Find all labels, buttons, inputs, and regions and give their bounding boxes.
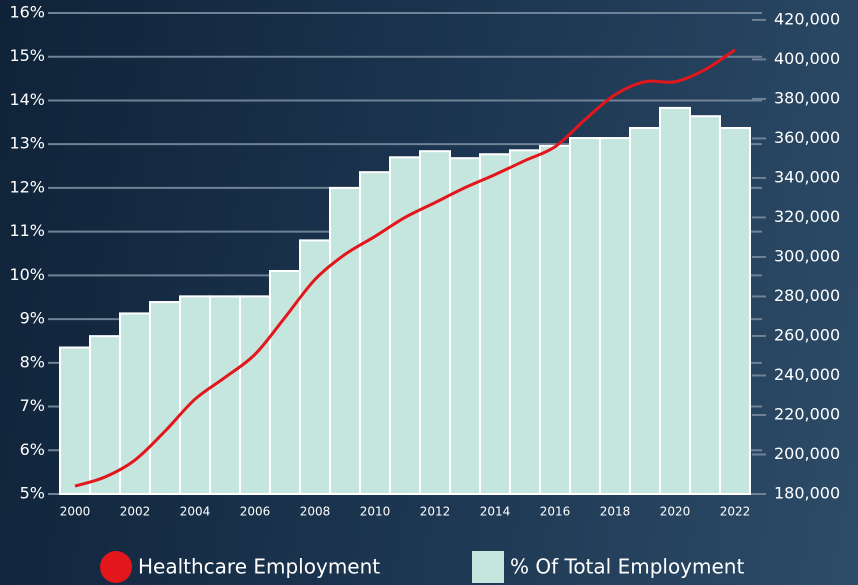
y-tick-label: 14% [9,90,45,109]
x-tick-label: 2002 [120,505,151,519]
bar [239,295,271,495]
bar [689,115,721,496]
y2-tick-label: 300,000 [774,246,840,265]
y-tick-label: 16% [9,3,45,22]
bar [119,312,151,496]
bar [329,186,361,495]
bar [269,269,301,495]
y-tick-label: 12% [9,177,45,196]
y-tick-label: 10% [9,265,45,284]
bar [479,153,511,495]
bar [389,156,421,496]
legend-swatch [100,551,132,583]
bar [179,295,211,495]
x-tick-label: 2020 [660,505,691,519]
x-tick-label: 2012 [420,505,451,519]
bar [59,346,91,495]
bar [569,137,601,495]
y-tick-label: 8% [20,352,45,371]
y2-tick-label: 420,000 [774,9,840,28]
y-tick-label: 11% [9,221,45,240]
x-tick-label: 2004 [180,505,211,519]
bar [89,335,121,495]
y2-tick-label: 260,000 [774,325,840,344]
bar [599,137,631,495]
y2-tick-label: 340,000 [774,167,840,186]
x-tick-label: 2008 [300,505,331,519]
x-tick-label: 2014 [480,505,511,519]
bar [509,149,541,495]
y-tick-label: 6% [20,440,45,459]
bar [359,171,391,495]
x-tick-label: 2022 [720,505,751,519]
x-tick-label: 2000 [60,505,91,519]
y-tick-label: 5% [20,484,45,503]
y-tick-label: 7% [20,396,45,415]
legend-label: % Of Total Employment [510,555,744,579]
y2-tick-label: 180,000 [774,484,840,503]
y2-tick-label: 220,000 [774,404,840,423]
bar [149,301,181,495]
x-tick-label: 2006 [240,505,271,519]
y2-tick-label: 320,000 [774,207,840,226]
y-tick-label: 15% [9,46,45,65]
legend-swatch [472,551,504,583]
y2-tick-label: 280,000 [774,286,840,305]
bar [299,239,331,495]
bar [539,144,571,495]
bar [659,106,691,495]
y-tick-label: 9% [20,309,45,328]
x-tick-label: 2018 [600,505,631,519]
y-tick-label: 13% [9,134,45,153]
bar [629,127,661,496]
bar [449,157,481,495]
bar [209,295,241,495]
y2-tick-label: 240,000 [774,365,840,384]
bar [719,127,751,496]
legend-label: Healthcare Employment [138,555,380,579]
x-tick-label: 2010 [360,505,391,519]
x-tick-label: 2016 [540,505,571,519]
y2-tick-label: 200,000 [774,444,840,463]
y2-tick-label: 400,000 [774,49,840,68]
y2-tick-label: 380,000 [774,88,840,107]
y2-tick-label: 360,000 [774,128,840,147]
line [74,48,736,488]
